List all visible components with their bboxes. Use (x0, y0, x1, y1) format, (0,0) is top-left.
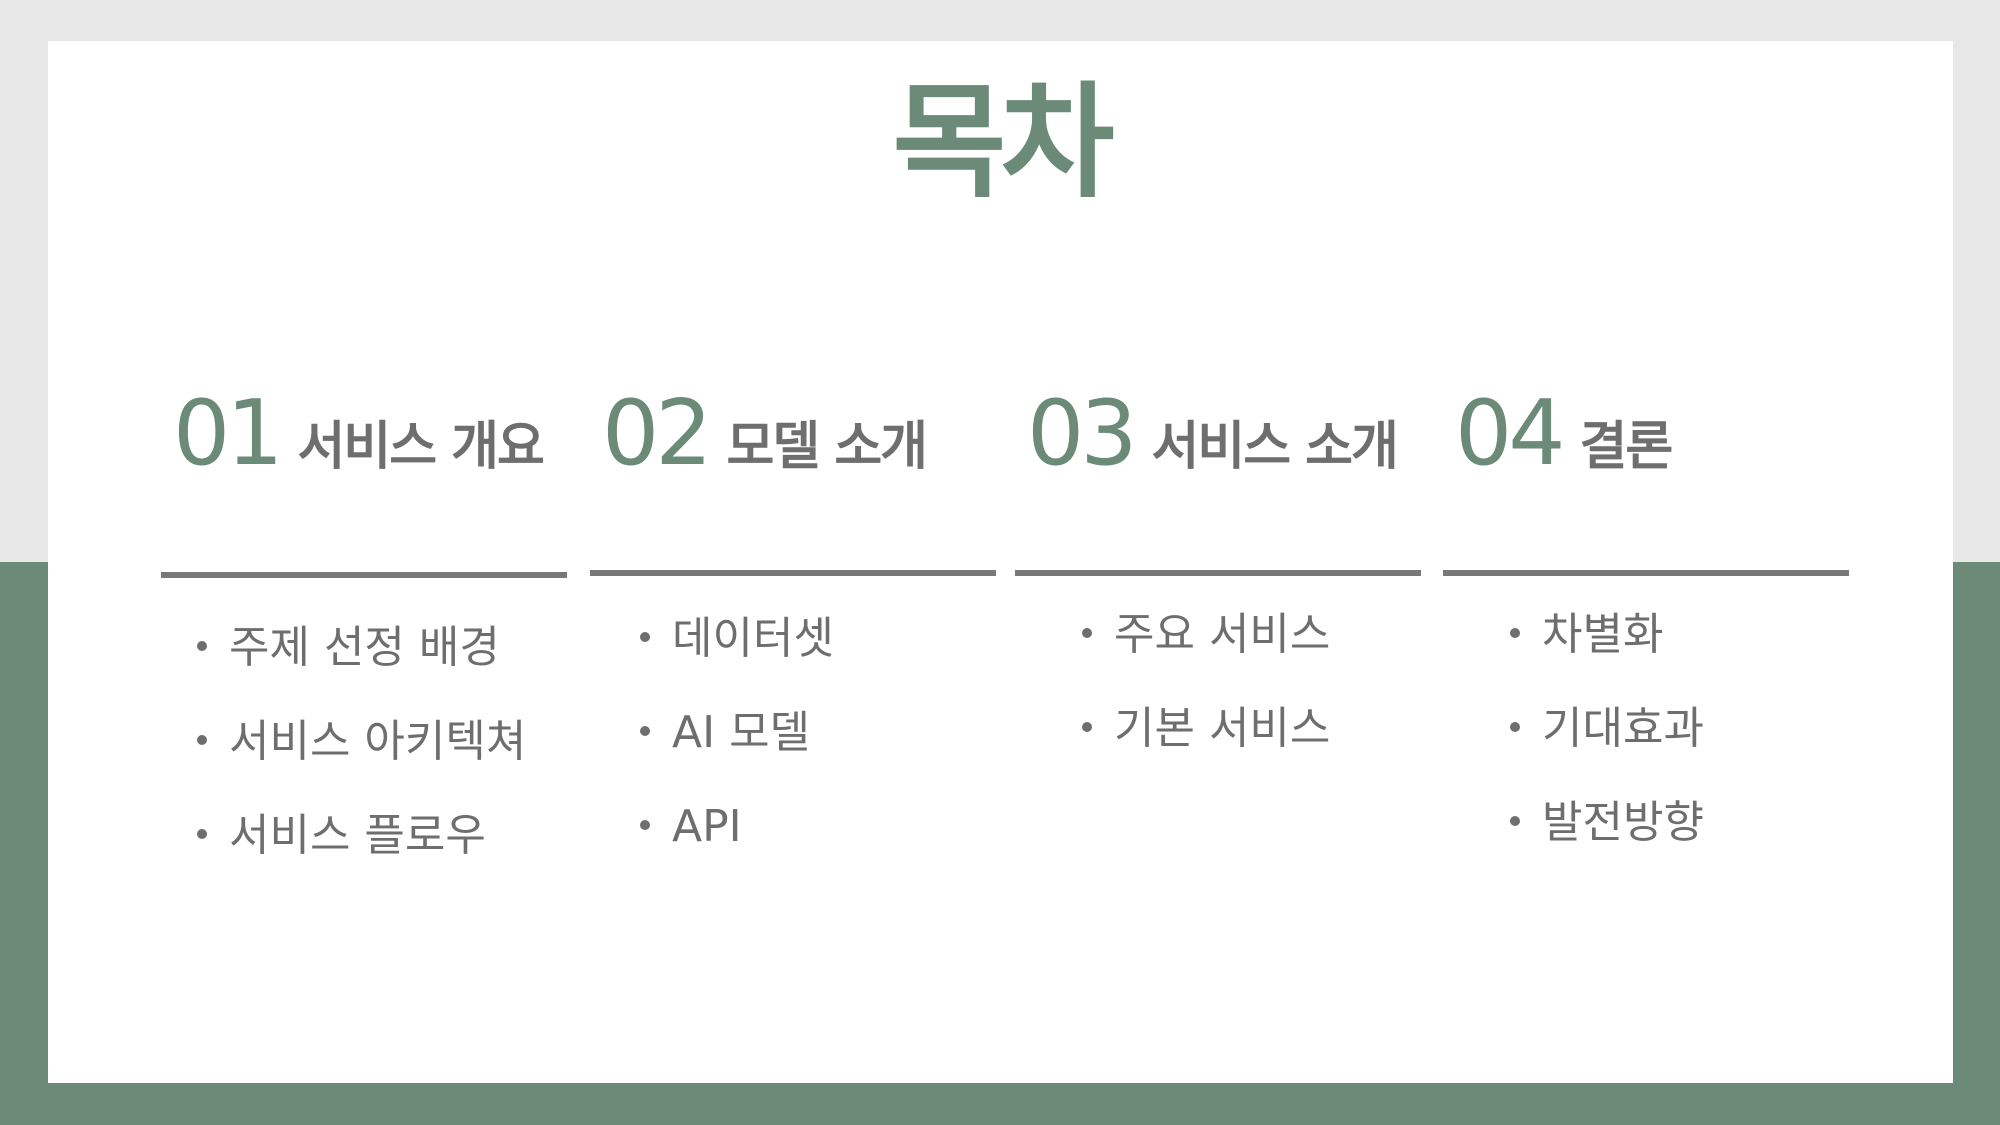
list-item-label: AI 모델 (672, 707, 811, 758)
bullet-icon (1082, 722, 1092, 732)
section-title: 모델 소개 (726, 417, 928, 477)
section-divider (1443, 570, 1849, 576)
bullet-icon (1082, 628, 1092, 638)
section-items: 차별화 기대효과 발전방향 (1510, 605, 1704, 887)
list-item: 발전방향 (1510, 793, 1704, 887)
bullet-icon (1510, 722, 1520, 732)
list-item: 주요 서비스 (1082, 605, 1330, 699)
list-item-label: API (672, 801, 742, 852)
section-04: 04 결론 차별화 기대효과 발전방향 (1443, 381, 1849, 881)
list-item: API (640, 797, 834, 891)
section-01: 01 서비스 개요 주제 선정 배경 서비스 아키텍쳐 서비스 플로우 (161, 381, 567, 881)
bullet-icon (197, 829, 207, 839)
bullet-icon (640, 632, 650, 642)
list-item-label: 데이터셋 (672, 613, 834, 664)
list-item: 서비스 플로우 (197, 806, 526, 900)
section-number: 01 (173, 381, 284, 486)
section-header: 04 결론 (1455, 381, 1674, 521)
section-number: 02 (602, 381, 713, 486)
list-item: 기대효과 (1510, 699, 1704, 793)
section-number: 03 (1027, 381, 1138, 486)
section-header: 01 서비스 개요 (173, 381, 545, 521)
bullet-icon (640, 820, 650, 830)
section-header: 02 모델 소개 (602, 381, 928, 521)
list-item: 주제 선정 배경 (197, 618, 526, 712)
list-item-label: 발전방향 (1542, 797, 1704, 848)
section-items: 주요 서비스 기본 서비스 (1082, 605, 1330, 793)
section-title: 서비스 소개 (1151, 417, 1399, 477)
list-item: 데이터셋 (640, 609, 834, 703)
section-items: 데이터셋 AI 모델 API (640, 609, 834, 891)
section-02: 02 모델 소개 데이터셋 AI 모델 API (590, 381, 996, 881)
section-divider (590, 570, 996, 576)
section-divider (1015, 570, 1421, 576)
bullet-icon (1510, 816, 1520, 826)
list-item-label: 차별화 (1542, 609, 1664, 660)
list-item-label: 주요 서비스 (1114, 609, 1331, 660)
list-item: 서비스 아키텍쳐 (197, 712, 526, 806)
slide: 목차 01 서비스 개요 주제 선정 배경 서비스 아키텍쳐 서비스 플로우 02… (48, 41, 1953, 1083)
list-item-label: 기본 서비스 (1114, 703, 1331, 754)
list-item-label: 기대효과 (1542, 703, 1704, 754)
section-03: 03 서비스 소개 주요 서비스 기본 서비스 (1015, 381, 1421, 881)
section-number: 04 (1455, 381, 1566, 486)
slide-title: 목차 (892, 71, 1114, 215)
bullet-icon (640, 726, 650, 736)
list-item: 기본 서비스 (1082, 699, 1330, 793)
list-item: AI 모델 (640, 703, 834, 797)
section-divider (161, 572, 567, 578)
section-header: 03 서비스 소개 (1027, 381, 1399, 521)
list-item: 차별화 (1510, 605, 1704, 699)
bullet-icon (197, 641, 207, 651)
section-title: 서비스 개요 (297, 417, 545, 477)
bullet-icon (1510, 628, 1520, 638)
list-item-label: 주제 선정 배경 (229, 622, 500, 673)
list-item-label: 서비스 플로우 (229, 810, 486, 861)
bullet-icon (197, 735, 207, 745)
section-items: 주제 선정 배경 서비스 아키텍쳐 서비스 플로우 (197, 618, 526, 900)
list-item-label: 서비스 아키텍쳐 (229, 716, 527, 767)
section-title: 결론 (1579, 417, 1674, 477)
